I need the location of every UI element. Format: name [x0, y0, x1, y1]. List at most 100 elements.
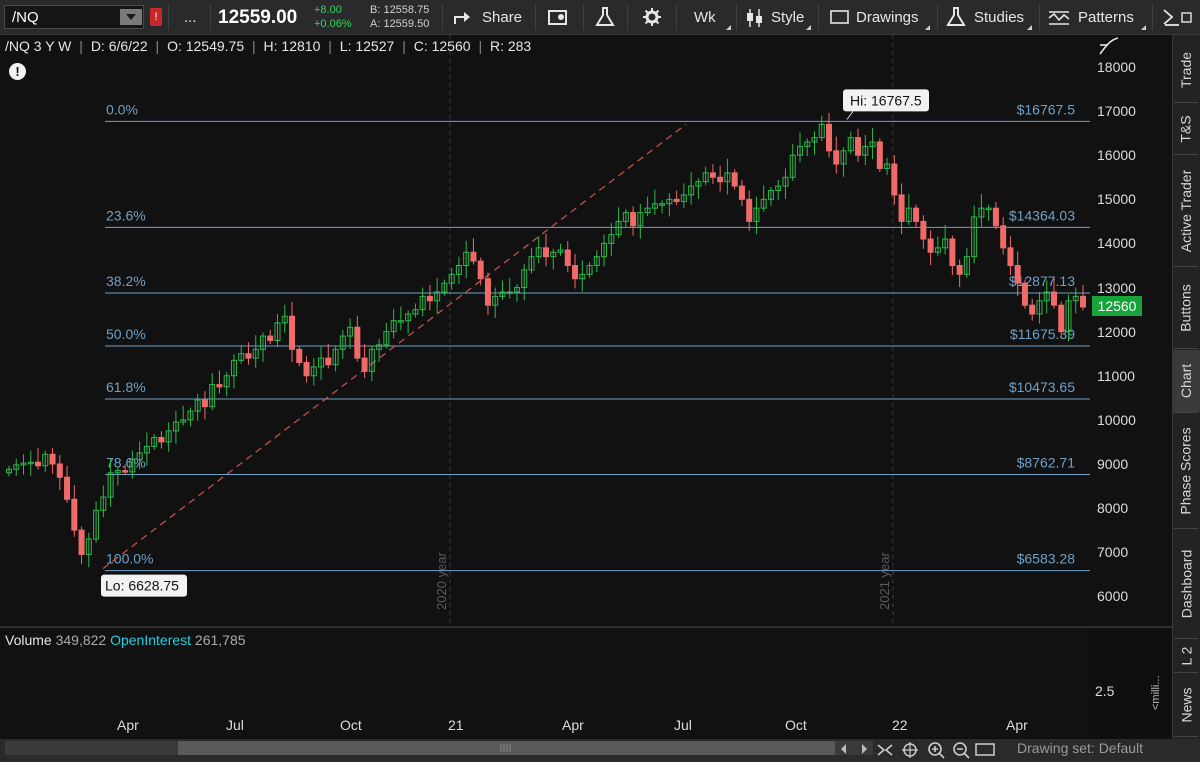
candle-body: [666, 198, 673, 205]
candle-body: [230, 359, 237, 377]
rail-tab-label: Trade: [1178, 51, 1194, 89]
fib-percent-label: 23.6%: [106, 207, 146, 223]
trend-line[interactable]: [102, 123, 687, 570]
percent-change: +0.06%: [314, 18, 352, 30]
volume-label: Volume: [5, 632, 52, 648]
style-button[interactable]: Style: [746, 6, 816, 30]
price-axis-tick: 16000: [1097, 147, 1136, 164]
drawings-button[interactable]: Drawings: [830, 6, 930, 30]
fib-percent-label: 50.0%: [106, 326, 146, 342]
candle-body: [579, 273, 586, 280]
time-axis-tick: Jul: [226, 717, 244, 733]
candle-body: [13, 464, 20, 470]
candle-body: [920, 220, 927, 240]
volume-pane[interactable]: [0, 628, 1090, 713]
collapse-icon[interactable]: [877, 744, 893, 756]
candle-body: [862, 145, 869, 156]
top-toolbar: /NQ ! ... 12559.00 +8.00 +0.06% B: 12558…: [0, 0, 1200, 35]
candle-body: [586, 264, 593, 275]
candle-body: [151, 437, 158, 447]
fit-icon[interactable]: [975, 743, 995, 756]
candle-body: [884, 163, 891, 169]
gear-icon[interactable]: [642, 7, 662, 27]
volume-value: 349,822: [55, 632, 107, 648]
rail-tab-trade[interactable]: Trade: [1172, 38, 1200, 102]
candle-body: [724, 172, 731, 183]
zoom-in-icon[interactable]: [928, 742, 945, 759]
candle-body: [180, 419, 187, 423]
net-change: +8.00: [314, 4, 342, 16]
candle-body: [71, 498, 78, 531]
candle-body: [1021, 282, 1028, 306]
candle-body: [136, 452, 143, 461]
candle-body: [695, 181, 702, 187]
rail-tab-t-s[interactable]: T&S: [1172, 104, 1200, 154]
fib-percent-label: 61.8%: [106, 379, 146, 395]
drawing-set-selector[interactable]: Drawing set: Default: [1017, 740, 1144, 756]
scale-icon[interactable]: [1098, 36, 1120, 56]
rail-tab-phase-scores[interactable]: Phase Scores: [1172, 414, 1200, 528]
rail-tab-label: Dashboard: [1178, 549, 1194, 619]
candle-body: [1043, 291, 1050, 302]
symbol-text: /NQ: [12, 9, 39, 26]
alert-badge[interactable]: !: [150, 8, 162, 26]
candle-body: [601, 242, 608, 258]
scroll-arrows-icon[interactable]: [838, 742, 872, 756]
info-icon[interactable]: !: [9, 63, 26, 80]
candle-body: [702, 172, 709, 183]
candle-body: [717, 176, 724, 183]
symbol-dropdown-button[interactable]: [120, 9, 142, 25]
rail-tab-news[interactable]: News: [1172, 674, 1200, 736]
candle-body: [383, 331, 390, 346]
candle-body: [274, 322, 281, 341]
price-axis-tick: 14000: [1097, 235, 1136, 252]
pane-divider[interactable]: [0, 626, 1172, 628]
price-axis-tick: 8000: [1097, 500, 1129, 517]
candle-body: [746, 198, 753, 222]
studies-button[interactable]: Studies: [946, 6, 1032, 30]
chart-header: /NQ 3 Y W | D: 6/6/22 | O: 12549.75 | H:…: [5, 38, 532, 54]
candle-body: [281, 315, 288, 324]
patterns-button[interactable]: Patterns: [1048, 6, 1140, 30]
time-axis[interactable]: [0, 713, 1090, 737]
rail-tab-dashboard[interactable]: Dashboard: [1172, 530, 1200, 638]
flask-icon[interactable]: [595, 6, 615, 28]
time-axis-tick: Apr: [1006, 717, 1028, 733]
rail-tab-buttons[interactable]: Buttons: [1172, 268, 1200, 348]
rail-tab-label: Phase Scores: [1178, 427, 1195, 515]
more-button[interactable]: ...: [184, 9, 197, 26]
candle-body: [688, 185, 695, 196]
candle-body: [942, 238, 949, 249]
candle-body: [426, 295, 433, 302]
candle-body: [709, 172, 716, 178]
rail-tab-active-trader[interactable]: Active Trader: [1172, 156, 1200, 266]
candle-body: [833, 150, 840, 165]
rail-tab-chart[interactable]: Chart: [1172, 350, 1200, 412]
candle-body: [927, 238, 934, 253]
candle-body: [1058, 304, 1065, 333]
candle-body: [731, 172, 738, 187]
price-axis-tick: 11000: [1097, 367, 1135, 384]
snapshot-icon[interactable]: [548, 8, 570, 28]
candle-body: [245, 353, 252, 359]
candle-body: [811, 137, 818, 143]
candle-body: [898, 194, 905, 222]
more-options-icon[interactable]: [1162, 7, 1192, 27]
candle-body: [572, 264, 579, 280]
price-axis[interactable]: [1090, 35, 1172, 625]
candle-body: [405, 313, 412, 322]
candle-body: [637, 212, 644, 227]
zoom-out-icon[interactable]: [953, 742, 970, 759]
candle-body: [891, 163, 898, 196]
time-axis-tick: 22: [892, 717, 908, 733]
candle-body: [1014, 264, 1021, 284]
candle-body: [310, 366, 317, 377]
open-interest-value: 261,785: [194, 632, 246, 648]
candle-body: [107, 472, 114, 498]
crosshair-icon[interactable]: [902, 742, 918, 758]
rail-tab-l-2[interactable]: L 2: [1172, 640, 1200, 672]
aggregation-selector[interactable]: Wk: [694, 9, 716, 26]
price-chart[interactable]: [0, 35, 1090, 625]
share-button[interactable]: Share: [452, 6, 532, 30]
fib-price-label: $14364.03: [1009, 207, 1075, 223]
